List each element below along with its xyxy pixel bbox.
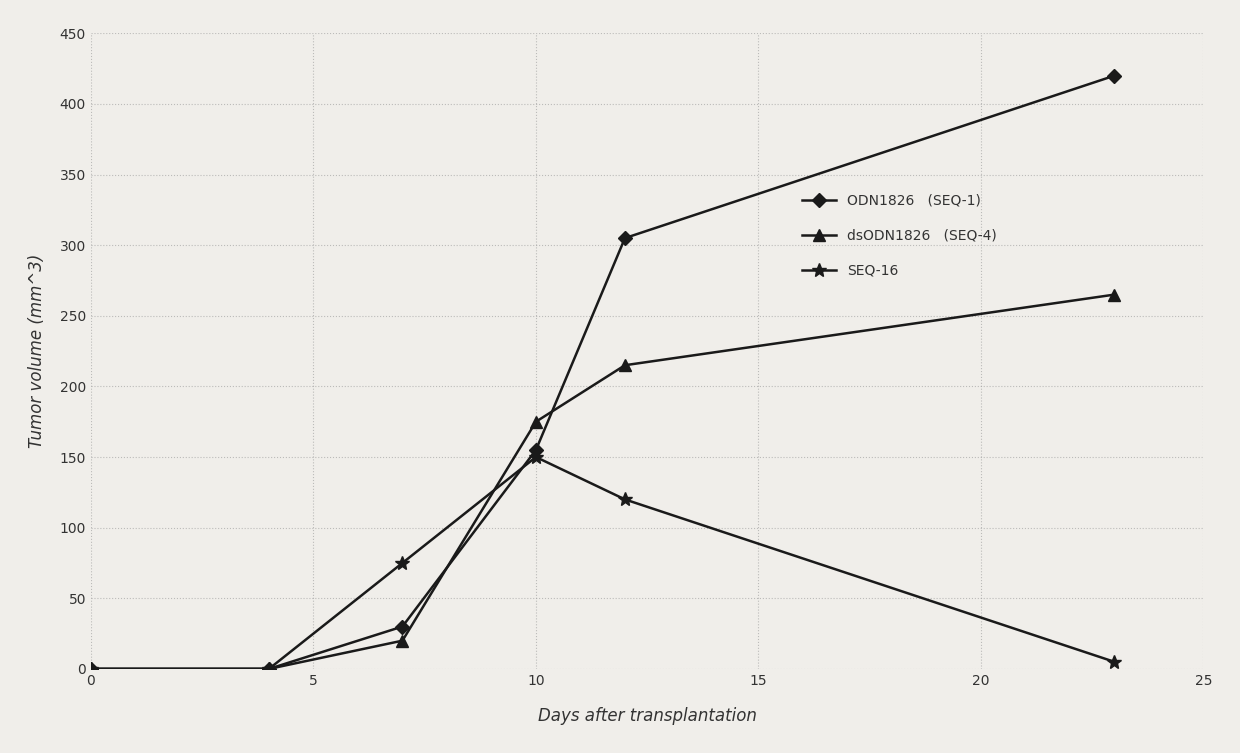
ODN1826   (SEQ-1): [1107, 71, 1122, 80]
Line: ODN1826   (SEQ-1): ODN1826 (SEQ-1): [86, 71, 1120, 674]
SEQ-16: [528, 453, 543, 462]
Line: SEQ-16: SEQ-16: [84, 450, 1121, 676]
SEQ-16: [618, 495, 632, 504]
ODN1826   (SEQ-1): [83, 664, 98, 673]
dsODN1826   (SEQ-4): [262, 664, 277, 673]
Line: dsODN1826   (SEQ-4): dsODN1826 (SEQ-4): [86, 289, 1120, 675]
SEQ-16: [1107, 657, 1122, 666]
dsODN1826   (SEQ-4): [1107, 290, 1122, 299]
ODN1826   (SEQ-1): [528, 446, 543, 455]
SEQ-16: [262, 664, 277, 673]
ODN1826   (SEQ-1): [262, 664, 277, 673]
ODN1826   (SEQ-1): [618, 233, 632, 242]
X-axis label: Days after transplantation: Days after transplantation: [538, 707, 756, 725]
dsODN1826   (SEQ-4): [528, 417, 543, 426]
Y-axis label: Tumor volume (mm^3): Tumor volume (mm^3): [27, 254, 46, 448]
ODN1826   (SEQ-1): [396, 622, 410, 631]
SEQ-16: [396, 559, 410, 568]
dsODN1826   (SEQ-4): [618, 361, 632, 370]
SEQ-16: [83, 664, 98, 673]
dsODN1826   (SEQ-4): [396, 636, 410, 645]
dsODN1826   (SEQ-4): [83, 664, 98, 673]
Legend: ODN1826   (SEQ-1), dsODN1826   (SEQ-4), SEQ-16: ODN1826 (SEQ-1), dsODN1826 (SEQ-4), SEQ-…: [787, 180, 1011, 291]
